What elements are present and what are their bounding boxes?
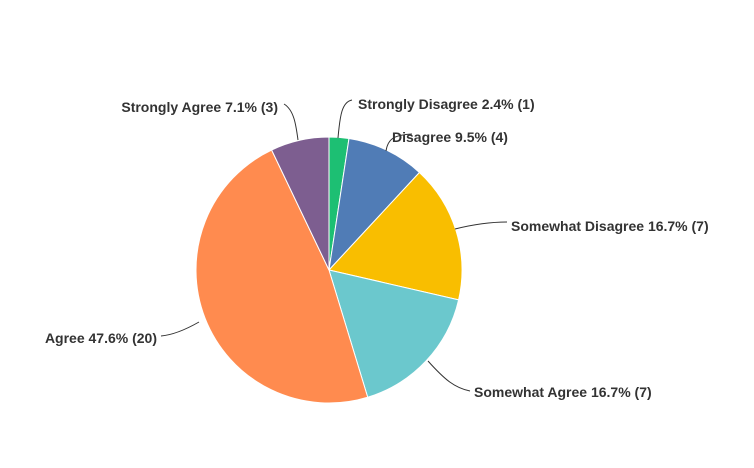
- leader-line-strongly-agree: [283, 103, 299, 141]
- slice-somewhat-agree[interactable]: [328, 269, 460, 398]
- label-somewhat-disagree: Somewhat Disagree 16.7% (7): [511, 218, 709, 234]
- leader-line-agree: [160, 321, 200, 337]
- slice-disagree[interactable]: [328, 137, 421, 272]
- label-disagree: Disagree 9.5% (4): [392, 129, 508, 145]
- slice-somewhat-disagree[interactable]: [328, 171, 463, 301]
- label-strongly-disagree: Strongly Disagree 2.4% (1): [358, 96, 535, 112]
- leader-line-strongly-disagree: [337, 99, 353, 139]
- label-somewhat-agree: Somewhat Agree 16.7% (7): [474, 384, 652, 400]
- leader-line-somewhat-disagree: [454, 221, 508, 230]
- label-strongly-agree: Strongly Agree 7.1% (3): [121, 99, 278, 115]
- leader-line-disagree: [385, 133, 413, 152]
- leader-line-somewhat-agree: [427, 360, 471, 392]
- label-agree: Agree 47.6% (20): [45, 330, 157, 346]
- slice-strongly-agree[interactable]: [270, 136, 330, 271]
- slice-agree[interactable]: [195, 149, 369, 404]
